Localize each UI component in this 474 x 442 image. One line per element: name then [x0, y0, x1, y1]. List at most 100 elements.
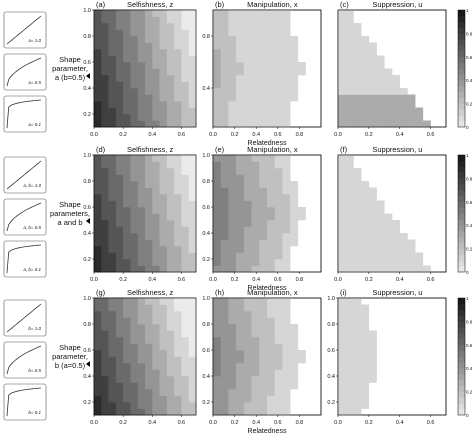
heatmap-cell [220, 395, 229, 403]
heatmap-cell [220, 233, 229, 240]
heatmap-cell [108, 356, 117, 364]
heatmap-cell [259, 101, 268, 108]
x-tick-label: 0.8 [296, 132, 304, 138]
heatmap-cell [259, 324, 268, 331]
heatmap-cell [259, 369, 268, 377]
heatmap-cell [159, 42, 168, 50]
x-tick-label: 0.4 [252, 132, 260, 138]
colorbar-step [458, 155, 465, 162]
heatmap-cell [152, 324, 160, 331]
heatmap-cell [274, 343, 283, 351]
heatmap-cell [94, 324, 102, 331]
heatmap-cell [345, 330, 354, 338]
heatmap-cell [376, 107, 385, 115]
heatmap-cell [115, 200, 124, 208]
heatmap-cell [130, 376, 139, 383]
heatmap-cell [94, 330, 102, 338]
colorbar-tick-label: 0.8 [466, 31, 473, 36]
heatmap-cell [166, 304, 175, 312]
heatmap-cell [251, 324, 260, 331]
heatmap-cell [181, 81, 190, 89]
heatmap-cell [166, 194, 175, 201]
heatmap-cell [188, 42, 197, 50]
heatmap-cell [137, 194, 146, 201]
heatmap-cell [137, 220, 146, 227]
colorbar-step [458, 409, 465, 416]
heatmap-cell [407, 239, 416, 247]
heatmap-cell [290, 343, 299, 351]
heatmap-cell [94, 155, 102, 162]
heatmap-cell [115, 81, 124, 89]
heatmap-cell [338, 369, 347, 377]
heatmap-cell [94, 213, 102, 221]
heatmap-cell [108, 120, 117, 128]
heatmap-cell [338, 155, 347, 162]
heatmap-cell [174, 220, 182, 227]
heatmap-cell [145, 382, 153, 390]
colorbar-step [458, 207, 465, 214]
heatmap-cell [220, 161, 229, 169]
colorbar-step [458, 10, 465, 17]
heatmap-cell [174, 350, 182, 357]
heatmap-cell [368, 259, 377, 266]
heatmap-cell [166, 88, 175, 95]
heatmap-cell [123, 350, 131, 357]
heatmap-cell [108, 395, 117, 403]
heatmap-cell [267, 16, 276, 24]
heatmap-cell [152, 259, 160, 266]
heatmap-cell [267, 10, 276, 17]
heatmap-cell [108, 246, 117, 253]
heatmap-cell [181, 298, 190, 305]
heatmap-cell [376, 252, 385, 260]
heatmap-cell [243, 120, 252, 128]
x-tick-label: 0.4 [396, 277, 404, 283]
heatmap-cell [152, 298, 160, 305]
heatmap-cell [108, 174, 117, 182]
heatmap-cell [282, 94, 291, 102]
heatmap-cell [274, 356, 283, 364]
heatmap-cell [267, 120, 276, 128]
heatmap-cell [361, 75, 370, 82]
heatmap-cell [174, 114, 182, 121]
heatmap-cell [236, 194, 245, 201]
heatmap-cell [267, 226, 276, 234]
y-tick-label: 0.2 [83, 400, 91, 406]
heatmap-cell [181, 161, 190, 169]
heatmap-cell [384, 220, 393, 227]
plot-frame [337, 297, 447, 416]
heatmap-cell [188, 161, 197, 169]
heatmap-cell [228, 246, 237, 253]
heatmap-cell [251, 330, 260, 338]
heatmap-cell [251, 317, 260, 325]
heatmap-cell [152, 187, 160, 195]
heatmap-cell [159, 226, 168, 234]
heatmap-cell [384, 81, 393, 89]
x-tick-label: 0.0 [334, 277, 342, 283]
heatmap-cell [392, 265, 401, 273]
heatmap-cell [152, 94, 160, 102]
heatmap-cell [137, 200, 146, 208]
heatmap-cell [101, 233, 109, 240]
colorbar-step [458, 184, 465, 191]
heatmap-cell [251, 376, 260, 383]
colorbar-step [458, 397, 465, 404]
heatmap-cell [251, 246, 260, 253]
heatmap-cell [181, 49, 190, 56]
heatmap-cell [290, 350, 299, 357]
colorbar-step [458, 368, 465, 375]
heatmap-cell [236, 330, 245, 338]
heatmap-cell [213, 42, 222, 50]
heatmap-cell [228, 330, 237, 338]
heatmap-cell [123, 363, 131, 370]
heatmap-cell [181, 356, 190, 364]
heatmap-cell [181, 168, 190, 175]
heatmap-cell [115, 174, 124, 182]
heatmap-cell [282, 356, 291, 364]
heatmap-cell [274, 120, 283, 128]
heatmap-cell [159, 207, 168, 214]
heatmap-cell [361, 324, 370, 331]
heatmap-cell [338, 252, 347, 260]
heatmap-cell [345, 42, 354, 50]
heatmap-cell [338, 395, 347, 403]
heatmap-cell [145, 49, 153, 56]
